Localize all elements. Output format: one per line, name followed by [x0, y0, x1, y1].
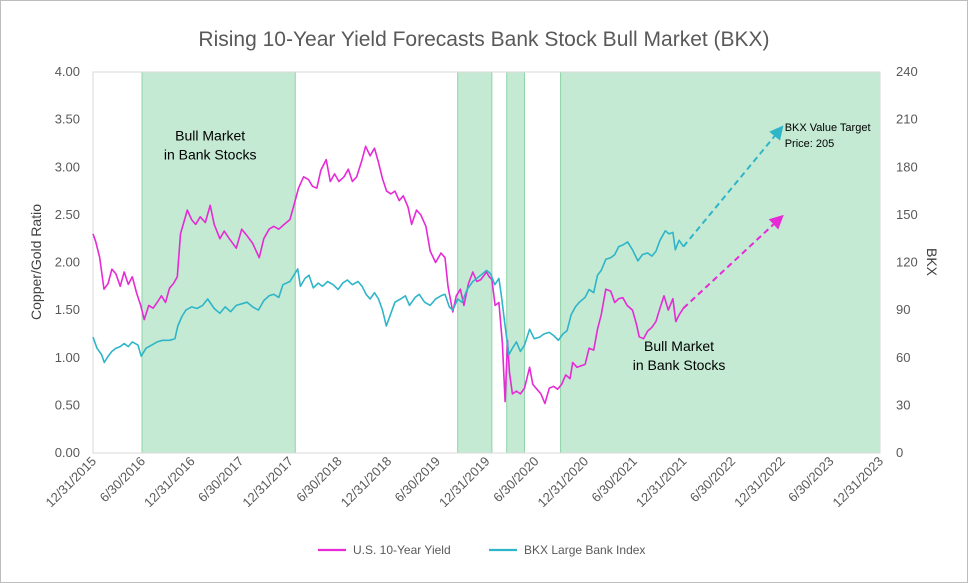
y2-tick-label: 30 — [896, 397, 910, 412]
x-tick-label: 6/30/2018 — [293, 454, 345, 506]
yield-line — [92, 145, 685, 405]
yield-forecast-arrow — [682, 214, 784, 309]
legend-entry: U.S. 10-Year Yield — [353, 543, 451, 557]
bull-market-annotation: Bull Market — [175, 128, 245, 144]
bull-market-annotation: Bull Market — [644, 338, 714, 354]
y-tick-label: 0.50 — [55, 397, 80, 412]
shaded-regions — [141, 71, 881, 454]
y2-tick-label: 60 — [896, 350, 910, 365]
y2-tick-label: 120 — [896, 255, 918, 270]
y2-tick-label: 150 — [896, 207, 918, 222]
right-axis-ticks: 0 30 60 90 120 150 180 210 240 — [896, 64, 918, 460]
y-axis-label: Copper/Gold Ratio — [28, 204, 44, 320]
y2-tick-label: 0 — [896, 445, 903, 460]
x-tick-label: 6/30/2016 — [97, 454, 149, 506]
y2-tick-label: 240 — [896, 64, 918, 79]
series-lines — [92, 145, 685, 405]
y2-axis-label: BKX — [924, 248, 940, 277]
x-tick-label: 12/31/2020 — [535, 454, 592, 511]
bkx-line — [92, 230, 685, 364]
y-tick-label: 0.00 — [55, 445, 80, 460]
x-tick-label: 6/30/2019 — [392, 454, 444, 506]
shaded-region-1 — [141, 71, 296, 454]
x-tick-label: 12/31/2023 — [829, 454, 886, 511]
shaded-region-3 — [506, 71, 525, 454]
legend: U.S. 10-Year Yield BKX Large Bank Index — [318, 543, 645, 557]
y2-tick-label: 210 — [896, 112, 918, 127]
plot-area-border — [92, 71, 881, 454]
x-tick-label: 12/31/2016 — [141, 454, 198, 511]
x-tick-label: 12/31/2018 — [338, 454, 395, 511]
bull-market-annotation: in Bank Stocks — [633, 357, 726, 373]
x-axis-ticks: 12/31/20156/30/201612/31/20166/30/201712… — [42, 454, 886, 511]
y-tick-label: 2.50 — [55, 207, 80, 222]
bkx-forecast-arrow — [682, 125, 784, 248]
x-tick-label: 6/30/2020 — [490, 454, 542, 506]
y-tick-label: 1.00 — [55, 350, 80, 365]
forecast-arrows — [682, 125, 784, 309]
y2-tick-label: 180 — [896, 159, 918, 174]
x-tick-label: 12/31/2022 — [731, 454, 788, 511]
x-tick-label: 6/30/2017 — [195, 454, 247, 506]
x-tick-label: 12/31/2019 — [436, 454, 493, 511]
chart-title: Rising 10-Year Yield Forecasts Bank Stoc… — [198, 28, 770, 51]
bull-market-annotation: in Bank Stocks — [164, 147, 257, 163]
left-axis-ticks: 0.00 0.50 1.00 1.50 2.00 2.50 3.00 3.50 4.00 — [55, 64, 80, 460]
y-tick-label: 2.00 — [55, 255, 80, 270]
y2-tick-label: 90 — [896, 302, 910, 317]
x-tick-label: 6/30/2022 — [687, 454, 739, 506]
shaded-region-4 — [560, 71, 881, 454]
y-tick-label: 3.50 — [55, 112, 80, 127]
y-tick-label: 1.50 — [55, 302, 80, 317]
x-tick-label: 12/31/2017 — [239, 454, 296, 511]
x-tick-label: 12/31/2015 — [42, 454, 99, 511]
shaded-region-2 — [457, 71, 493, 454]
x-tick-label: 12/31/2021 — [633, 454, 690, 511]
x-tick-label: 6/30/2023 — [785, 454, 837, 506]
bkx-target-annotation: Price: 205 — [785, 138, 835, 150]
legend-entry: BKX Large Bank Index — [524, 543, 645, 557]
bkx-target-annotation: BKX Value Target — [785, 122, 871, 134]
y-tick-label: 3.00 — [55, 159, 80, 174]
annotations: Bull Market in Bank Stocks Bull Market in B… — [164, 122, 871, 373]
x-tick-label: 6/30/2021 — [588, 454, 640, 506]
y-tick-label: 4.00 — [55, 64, 80, 79]
